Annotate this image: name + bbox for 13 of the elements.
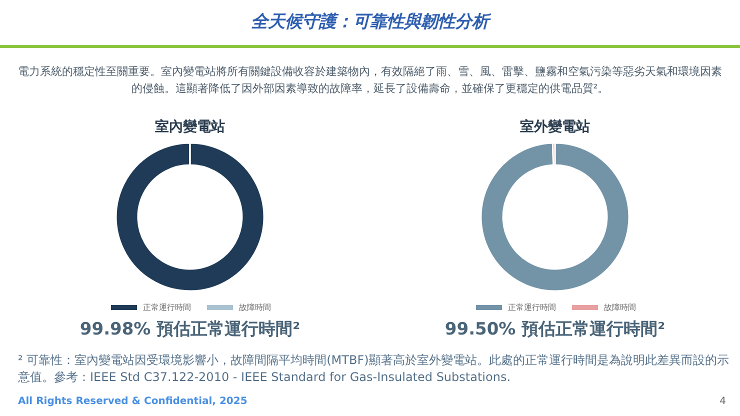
text: 電力系統的穩定性至關重要。室內變電站將所有關鍵設備收容於建築物內，有效隔絕了雨、雪、風、雷擊、鹽霧和空氣污染等惡劣天氣和環境因素的侵蝕。這顯著降低了因外部因素導致的故障率，延長了設備壽命，並確保了更穩定的供電品質²。 bbox=[18, 64, 722, 97]
text: 99.98% 預估正常運行時間² bbox=[80, 320, 300, 340]
chart-title: 室內變電站 bbox=[155, 118, 225, 135]
text: All Rights Reserved & Confidential, 2025 bbox=[18, 396, 248, 407]
legend-label: 故障時間 bbox=[239, 303, 271, 312]
legend-label: 故障時間 bbox=[604, 303, 636, 312]
text: 全天候守護：可靠性與韌性分析 bbox=[250, 11, 492, 33]
legend-label: 正常運行時間 bbox=[508, 303, 556, 312]
text: 4 bbox=[720, 396, 726, 407]
text: 99.50% 預估正常運行時間² bbox=[444, 320, 666, 340]
legend-label: 正常運行時間 bbox=[143, 303, 191, 312]
chart-title: 室外變電站 bbox=[520, 118, 590, 135]
text: ² 可靠性：室內變電站因受環境影響小，故障間隔平均時間(MTBF)顯著高於室外變電站。此處的正常運行時間是為說明此差異而設的示意值。參考：IEEE Std C37.122-2010 - IEEE Standard for Gas-Insulated Substations. bbox=[18, 352, 730, 386]
